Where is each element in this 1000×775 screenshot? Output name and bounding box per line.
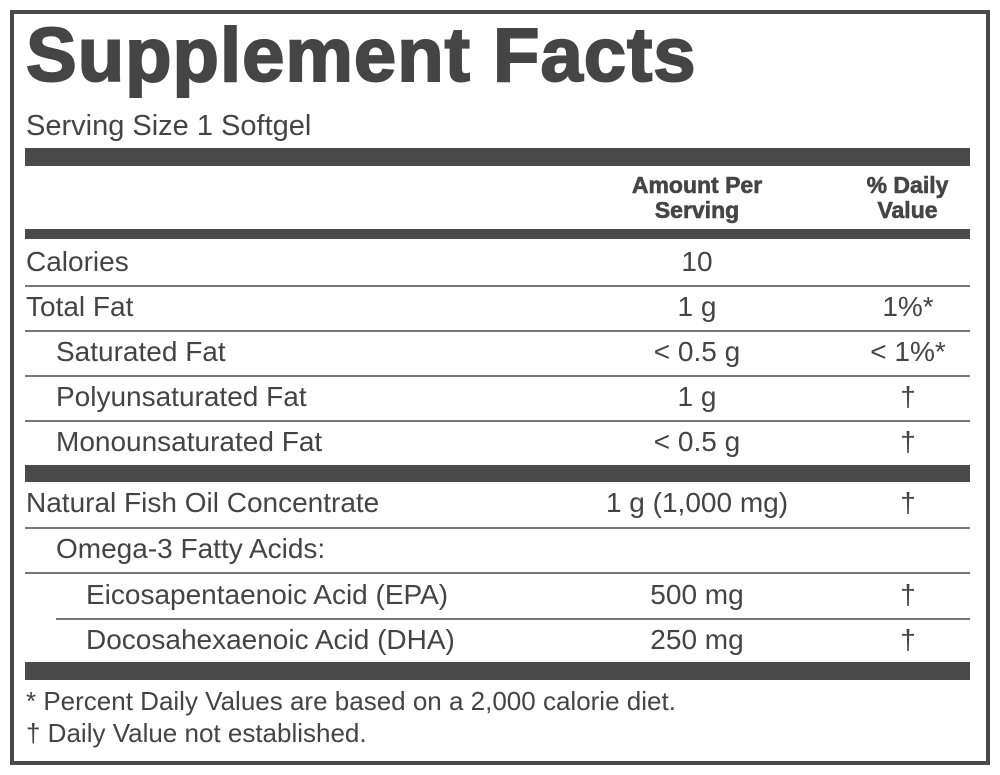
row-rule — [25, 285, 970, 287]
row-label: Total Fat — [26, 291, 134, 322]
daily-value: † — [900, 487, 916, 518]
row-label: Docosahexaenoic Acid (DHA) — [86, 624, 455, 655]
amount: 250 mg — [650, 624, 744, 655]
daily-value: 1%* — [882, 291, 934, 322]
footnote: * Percent Daily Values are based on a 2,… — [26, 686, 676, 716]
frame — [10, 10, 990, 765]
amount: < 0.5 g — [653, 426, 741, 457]
amount: 1 g — [677, 291, 717, 322]
row-label: Natural Fish Oil Concentrate — [26, 487, 380, 518]
daily-value: † — [900, 381, 916, 412]
thick-bar — [25, 465, 970, 482]
row-label: Polyunsaturated Fat — [56, 381, 307, 412]
row-rule — [25, 572, 970, 574]
column-header: % Daily Value — [866, 172, 949, 223]
amount: 1 g — [677, 381, 717, 412]
row-label: Calories — [26, 246, 129, 277]
column-header: Amount Per Serving — [631, 172, 763, 223]
daily-value: † — [900, 624, 916, 655]
row-label: Eicosapentaenoic Acid (EPA) — [86, 579, 449, 610]
daily-value: † — [900, 579, 916, 610]
row-rule — [25, 375, 970, 377]
row-rule — [56, 618, 970, 620]
row-rule — [25, 527, 970, 529]
footnote: † Daily Value not established. — [26, 718, 367, 748]
thick-bar — [25, 229, 970, 239]
row-label: Saturated Fat — [56, 336, 226, 367]
row-label: Omega-3 Fatty Acids: — [56, 533, 326, 564]
amount: 10 — [681, 246, 713, 277]
serving-size: Serving Size 1 Softgel — [26, 110, 312, 142]
thick-bar — [25, 148, 970, 166]
row-rule — [25, 330, 970, 332]
title: Supplement Facts — [25, 13, 697, 98]
daily-value: < 1%* — [870, 336, 946, 367]
thick-bar — [25, 662, 970, 680]
row-rule — [25, 420, 970, 422]
amount: 1 g (1,000 mg) — [605, 487, 789, 518]
daily-value: † — [900, 426, 916, 457]
amount: 500 mg — [650, 579, 744, 610]
amount: < 0.5 g — [653, 336, 741, 367]
row-label: Monounsaturated Fat — [56, 426, 323, 457]
